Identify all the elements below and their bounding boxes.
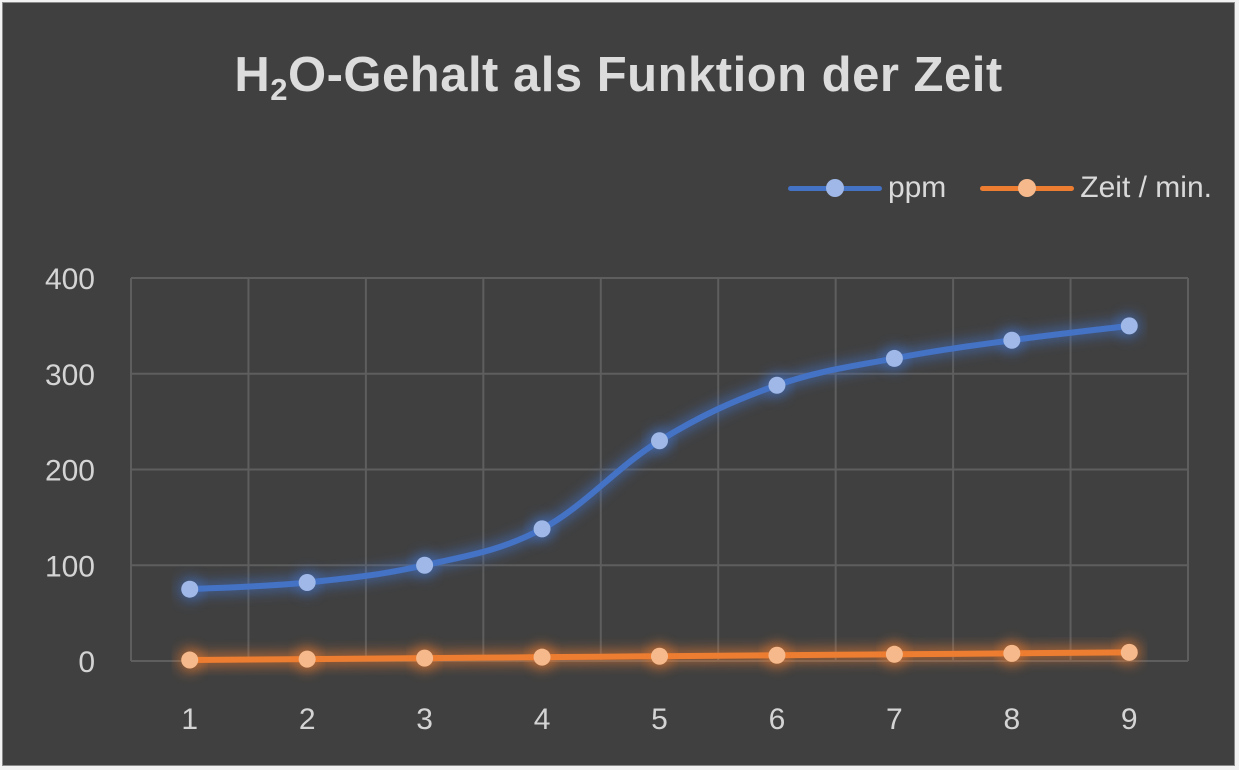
chart-title: H2O-Gehalt als Funktion der Zeit [3,47,1234,105]
x-tick-label: 7 [886,703,903,736]
x-axis-labels: 1 2 3 4 5 6 7 8 9 [181,703,1137,736]
series-glow-ppm [189,318,1131,597]
data-point-ppm [533,520,551,538]
plot-area: 0 100 200 300 400 1 2 3 4 5 6 7 8 9 [45,263,1189,736]
y-tick-label: 0 [78,646,95,679]
title-main: H [234,48,271,102]
data-point-zeit [1120,643,1138,661]
title-subscript: 2 [270,72,288,107]
data-point-ppm [181,580,199,598]
x-tick-label: 4 [534,703,551,736]
y-tick-label: 200 [45,455,95,488]
data-point-zeit [181,651,199,669]
data-point-ppm [885,349,903,367]
data-point-zeit [533,648,551,666]
data-point-ppm [1120,317,1138,335]
x-tick-label: 9 [1121,703,1138,736]
x-tick-label: 1 [181,703,198,736]
legend-label-ppm: ppm [887,171,947,204]
data-point-zeit [651,647,668,665]
data-point-zeit [298,650,316,668]
x-tick-label: 3 [416,703,433,736]
y-tick-label: 300 [45,359,95,392]
x-tick-label: 5 [651,703,668,736]
data-point-zeit [416,649,434,667]
y-tick-label: 100 [45,550,95,583]
data-point-zeit [1003,644,1021,662]
x-tick-label: 6 [769,703,786,736]
legend-swatch-ppm [787,179,882,197]
data-point-ppm [651,432,668,450]
data-point-zeit [885,645,903,663]
data-point-ppm [416,556,434,574]
data-point-ppm [768,376,786,394]
x-tick-label: 2 [299,703,316,736]
title-rest: O-Gehalt als Funktion der Zeit [287,48,1003,102]
legend: ppm Zeit / min. [787,171,1212,205]
legend-item-ppm: ppm [787,171,947,205]
y-tick-label: 400 [45,263,95,296]
x-tick-label: 8 [1003,703,1020,736]
legend-item-zeit: Zeit / min. [980,171,1212,205]
legend-label-zeit: Zeit / min. [1080,171,1212,204]
y-axis-labels: 0 100 200 300 400 [45,263,95,679]
series-line-ppm [186,322,1133,593]
data-point-ppm [1003,331,1021,349]
legend-swatch-zeit [980,179,1075,197]
data-point-ppm [298,573,316,591]
data-point-zeit [768,646,786,664]
series-layer [176,312,1143,674]
